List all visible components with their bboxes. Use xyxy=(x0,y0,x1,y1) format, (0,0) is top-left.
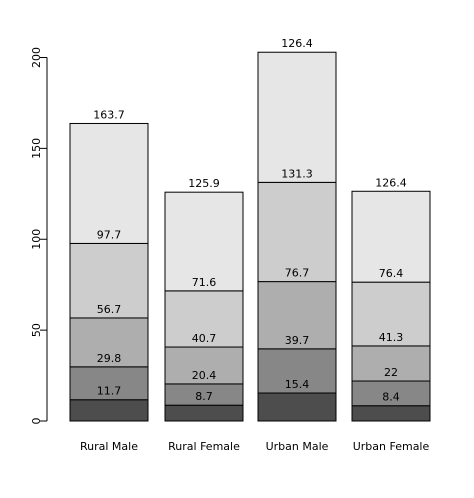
bar-stack xyxy=(69,122,149,422)
bar-segment xyxy=(257,281,337,350)
bar-segment xyxy=(351,281,431,347)
data-label: 56.7 xyxy=(97,303,122,316)
bar-segment xyxy=(164,346,244,385)
y-tick-label: 200 xyxy=(30,47,43,68)
bar-stack xyxy=(351,190,431,422)
bar-stacks xyxy=(69,51,431,422)
category-labels: Rural Male Rural Female Urban Male Urban Fe… xyxy=(80,440,429,453)
bar-segment xyxy=(351,380,431,407)
data-label: 20.4 xyxy=(192,369,217,382)
data-label: 11.7 xyxy=(97,385,122,398)
bar-stack xyxy=(257,51,337,422)
data-label: 125.9 xyxy=(188,177,220,190)
y-tick-label: 0 xyxy=(30,418,43,425)
bar-segment xyxy=(69,122,149,244)
y-axis: 0 50 100 150 200 xyxy=(30,47,48,425)
category-label: Rural Male xyxy=(80,440,138,453)
data-label: 22 xyxy=(384,366,398,379)
bar-segment xyxy=(164,404,244,422)
category-label: Rural Female xyxy=(168,440,240,453)
data-label: 29.8 xyxy=(97,352,122,365)
bar-segment xyxy=(351,405,431,422)
data-label: 76.4 xyxy=(379,267,404,280)
data-label: 41.3 xyxy=(379,331,404,344)
bar-segment xyxy=(69,317,149,368)
data-label: 126.4 xyxy=(375,176,407,189)
bar-segment xyxy=(164,191,244,292)
bar-segment xyxy=(351,345,431,382)
y-tick-label: 100 xyxy=(30,229,43,250)
data-label: 8.4 xyxy=(382,391,400,404)
bar-segment xyxy=(257,392,337,422)
category-label: Urban Male xyxy=(266,440,329,453)
data-label: 71.6 xyxy=(192,276,217,289)
bar-segment xyxy=(164,290,244,348)
data-label: 163.7 xyxy=(93,108,125,121)
data-label: 97.7 xyxy=(97,228,122,241)
bar-segment xyxy=(351,190,431,283)
data-label: 8.7 xyxy=(195,390,213,403)
bar-segment xyxy=(257,181,337,283)
bar-segment xyxy=(69,366,149,401)
bar-segment xyxy=(257,51,337,183)
data-label: 126.4 xyxy=(281,37,313,50)
data-label: 15.4 xyxy=(285,378,310,391)
bar-segment xyxy=(257,348,337,394)
bar-stack xyxy=(164,191,244,422)
bar-segment xyxy=(69,399,149,422)
data-label: 76.7 xyxy=(285,267,310,280)
data-label: 131.3 xyxy=(281,167,313,180)
y-tick-label: 50 xyxy=(30,323,43,337)
y-tick-label: 150 xyxy=(30,138,43,159)
data-labels: 11.7 29.8 56.7 97.7 163.7 8.7 20.4 40.7 71.6 125.… xyxy=(93,37,407,404)
category-label: Urban Female xyxy=(353,440,430,453)
data-label: 40.7 xyxy=(192,332,217,345)
data-label: 39.7 xyxy=(285,334,310,347)
bar-segment xyxy=(69,242,149,319)
